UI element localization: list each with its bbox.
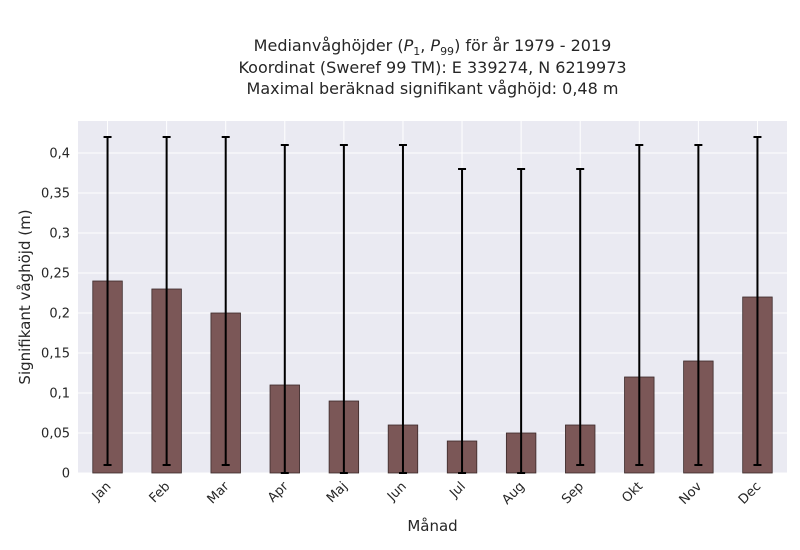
title-p-letter: P xyxy=(430,36,441,55)
error-bar-sep xyxy=(576,168,585,466)
x-tick-label: Jan xyxy=(89,479,114,504)
error-bar-feb xyxy=(162,136,171,466)
error-bar-nov xyxy=(694,144,703,466)
plot-area xyxy=(78,121,787,473)
error-bar-apr xyxy=(280,144,289,474)
chart-title-line-2: Koordinat (Sweref 99 TM): E 339274, N 62… xyxy=(238,58,627,77)
chart-title-line-1: Medianvåghöjder (P1, P99) för år 1979 - … xyxy=(253,36,612,59)
error-bar-maj xyxy=(339,144,348,474)
y-axis-label: Signifikant våghöjd (m) xyxy=(16,209,34,384)
y-tick-labels: 0 0,05 0,1 0,15 0,2 0,25 0,3 0,35 0,4 xyxy=(41,147,70,482)
x-tick-label: Sep xyxy=(559,479,587,507)
x-tick-label: Jul xyxy=(446,479,468,501)
y-tick-label: 0,4 xyxy=(49,147,70,162)
error-bars xyxy=(103,136,762,474)
x-tick-label: Feb xyxy=(147,479,174,506)
x-tick-label: Jun xyxy=(384,479,410,505)
chart-title-line-3: Maximal beräknad signifikant våghöjd: 0,… xyxy=(246,79,619,98)
error-bar-jun xyxy=(398,144,407,474)
y-tick-label: 0,1 xyxy=(49,387,70,402)
x-tick-label: Aug xyxy=(499,479,528,508)
error-bar-aug xyxy=(517,168,526,474)
y-tick-label: 0,15 xyxy=(41,347,70,362)
y-tick-label: 0,05 xyxy=(41,427,70,442)
error-bar-dec xyxy=(753,136,762,466)
error-bar-okt xyxy=(635,144,644,466)
x-tick-label: Mar xyxy=(205,479,233,507)
y-tick-label: 0,2 xyxy=(49,307,70,322)
y-tick-label: 0,25 xyxy=(41,267,70,282)
y-tick-label: 0,3 xyxy=(49,227,70,242)
error-bar-mar xyxy=(221,136,230,466)
x-axis-label: Månad xyxy=(407,517,457,535)
x-tick-label: Dec xyxy=(736,479,764,507)
x-tick-label: Maj xyxy=(324,479,351,506)
x-tick-label: Apr xyxy=(265,479,292,506)
error-bar-jul xyxy=(458,168,467,474)
y-tick-label: 0,35 xyxy=(41,187,70,202)
y-tick-label: 0 xyxy=(62,467,70,482)
x-tick-label: Okt xyxy=(619,479,646,506)
x-tick-labels: Jan Feb Mar Apr Maj Jun Jul Aug Sep Okt Nov Dec xyxy=(89,479,764,508)
error-bar-jan xyxy=(103,136,112,466)
x-tick-label: Nov xyxy=(677,479,706,508)
